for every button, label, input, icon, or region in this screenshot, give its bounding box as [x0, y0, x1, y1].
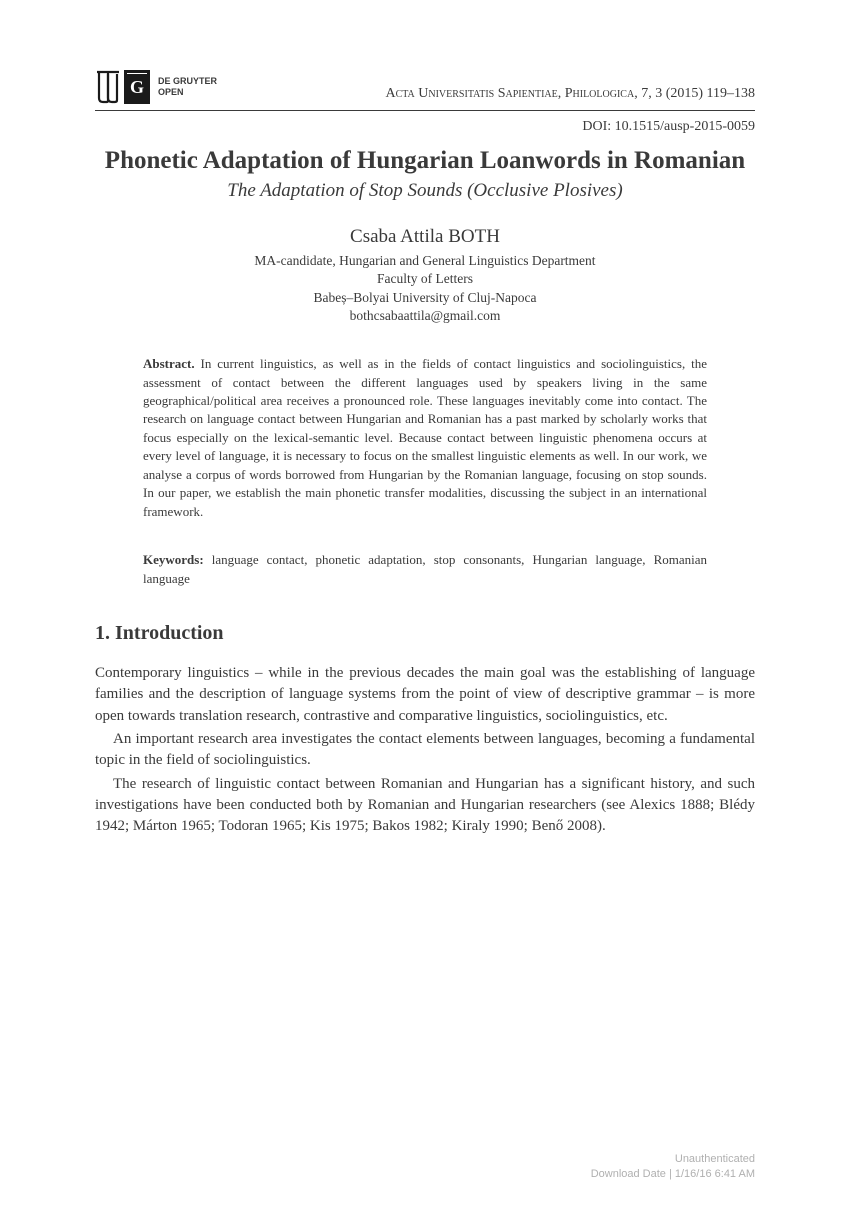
degruyter-g-icon: G — [124, 70, 150, 104]
intro-para-2: An important research area investigates … — [95, 729, 755, 772]
article-title: Phonetic Adaptation of Hungarian Loanwor… — [95, 145, 755, 176]
section-heading-introduction: 1. Introduction — [95, 622, 755, 645]
abstract-block: Abstract. In current linguistics, as wel… — [143, 355, 707, 521]
abstract-label: Abstract. — [143, 356, 195, 371]
footer-download-date: Download Date | 1/16/16 6:41 AM — [591, 1167, 755, 1181]
publisher-name: DE GRUYTER OPEN — [158, 76, 217, 98]
keywords-block: Keywords: language contact, phonetic ada… — [143, 551, 707, 588]
affiliation-line1: MA-candidate, Hungarian and General Ling… — [95, 252, 755, 270]
affiliation-line3: Babeș–Bolyai University of Cluj-Napoca — [95, 289, 755, 307]
abstract-text: In current linguistics, as well as in th… — [143, 356, 707, 519]
logo-icons: G — [95, 70, 150, 104]
journal-name: Acta Universitatis Sapientiae, Philologi… — [385, 86, 634, 101]
author-affiliation: MA-candidate, Hungarian and General Ling… — [95, 252, 755, 325]
affiliation-email: bothcsabaattila@gmail.com — [95, 307, 755, 325]
author-name: Csaba Attila BOTH — [95, 226, 755, 248]
footer-auth-status: Unauthenticated — [591, 1152, 755, 1166]
degruyter-open-icon — [95, 70, 121, 104]
header-row: G DE GRUYTER OPEN Acta Universitatis Sap… — [95, 70, 755, 104]
header-rule — [95, 110, 755, 111]
intro-para-1: Contemporary linguistics – while in the … — [95, 663, 755, 727]
intro-para-3: The research of linguistic contact betwe… — [95, 774, 755, 838]
publisher-logo: G DE GRUYTER OPEN — [95, 70, 217, 104]
publisher-line2: OPEN — [158, 87, 217, 98]
affiliation-line2: Faculty of Letters — [95, 270, 755, 288]
logo-g-letter: G — [130, 77, 144, 98]
page-footer: Unauthenticated Download Date | 1/16/16 … — [591, 1152, 755, 1181]
journal-issue: , 7, 3 (2015) 119–138 — [634, 86, 755, 101]
doi-line: DOI: 10.1515/ausp-2015-0059 — [95, 119, 755, 135]
keywords-label: Keywords: — [143, 552, 204, 567]
publisher-line1: DE GRUYTER — [158, 76, 217, 87]
article-subtitle: The Adaptation of Stop Sounds (Occlusive… — [95, 180, 755, 202]
keywords-text: language contact, phonetic adaptation, s… — [143, 552, 707, 585]
journal-citation: Acta Universitatis Sapientiae, Philologi… — [217, 86, 755, 104]
